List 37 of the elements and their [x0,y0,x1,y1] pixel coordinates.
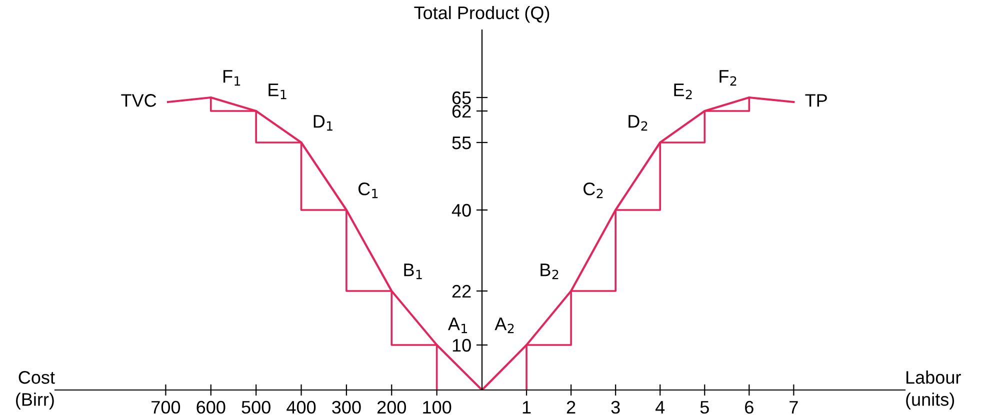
y-tick-label: 62 [452,104,471,118]
annotation: C$_{2}$ [584,182,603,198]
y-tick-label: 10 [452,338,471,352]
x-tick-label: 700 [152,400,180,414]
annotation: B$_{1}$ [404,264,422,280]
annotation: D$_{2}$ [628,115,648,131]
annotation: D$_{1}$ [314,115,332,131]
x-tick-label: 6 [745,400,754,414]
x-axis-title: Cost (Birr) [16,371,55,410]
x-axis-title: Labour (units) [906,370,961,410]
y-tick-label: 40 [452,204,471,217]
annotation: A$_{1}$ [448,318,468,334]
y-tick-label: 55 [452,136,471,150]
series-label: TP [805,94,827,107]
annotation: C$_{1}$ [358,182,378,198]
annotation: B$_{2}$ [540,264,558,280]
x-tick-label: 5 [700,401,709,414]
x-tick-label: 2 [566,400,576,414]
annotation: A$_{2}$ [494,318,514,334]
x-tick-label: 1 [522,401,531,414]
annotation: F$_{2}$ [720,70,736,86]
annotation: E$_{1}$ [268,84,286,100]
y-tick-label: 65 [452,91,471,104]
y-axis-title: Total Product (Q) [414,6,550,23]
series-label: TVC [121,94,156,107]
x-tick-label: 100 [423,400,452,414]
annotation: E$_{2}$ [674,84,692,100]
annotation: F$_{1}$ [223,70,240,86]
x-tick-label: 500 [242,400,270,414]
x-tick-label: 3 [611,400,620,414]
x-tick-label: 600 [196,400,226,414]
y-tick-label: 22 [452,284,471,298]
x-tick-label: 4 [656,401,665,414]
x-tick-label: 300 [332,400,361,414]
x-tick-label: 400 [286,400,316,414]
x-tick-label: 7 [790,401,798,414]
x-tick-label: 200 [377,400,406,414]
